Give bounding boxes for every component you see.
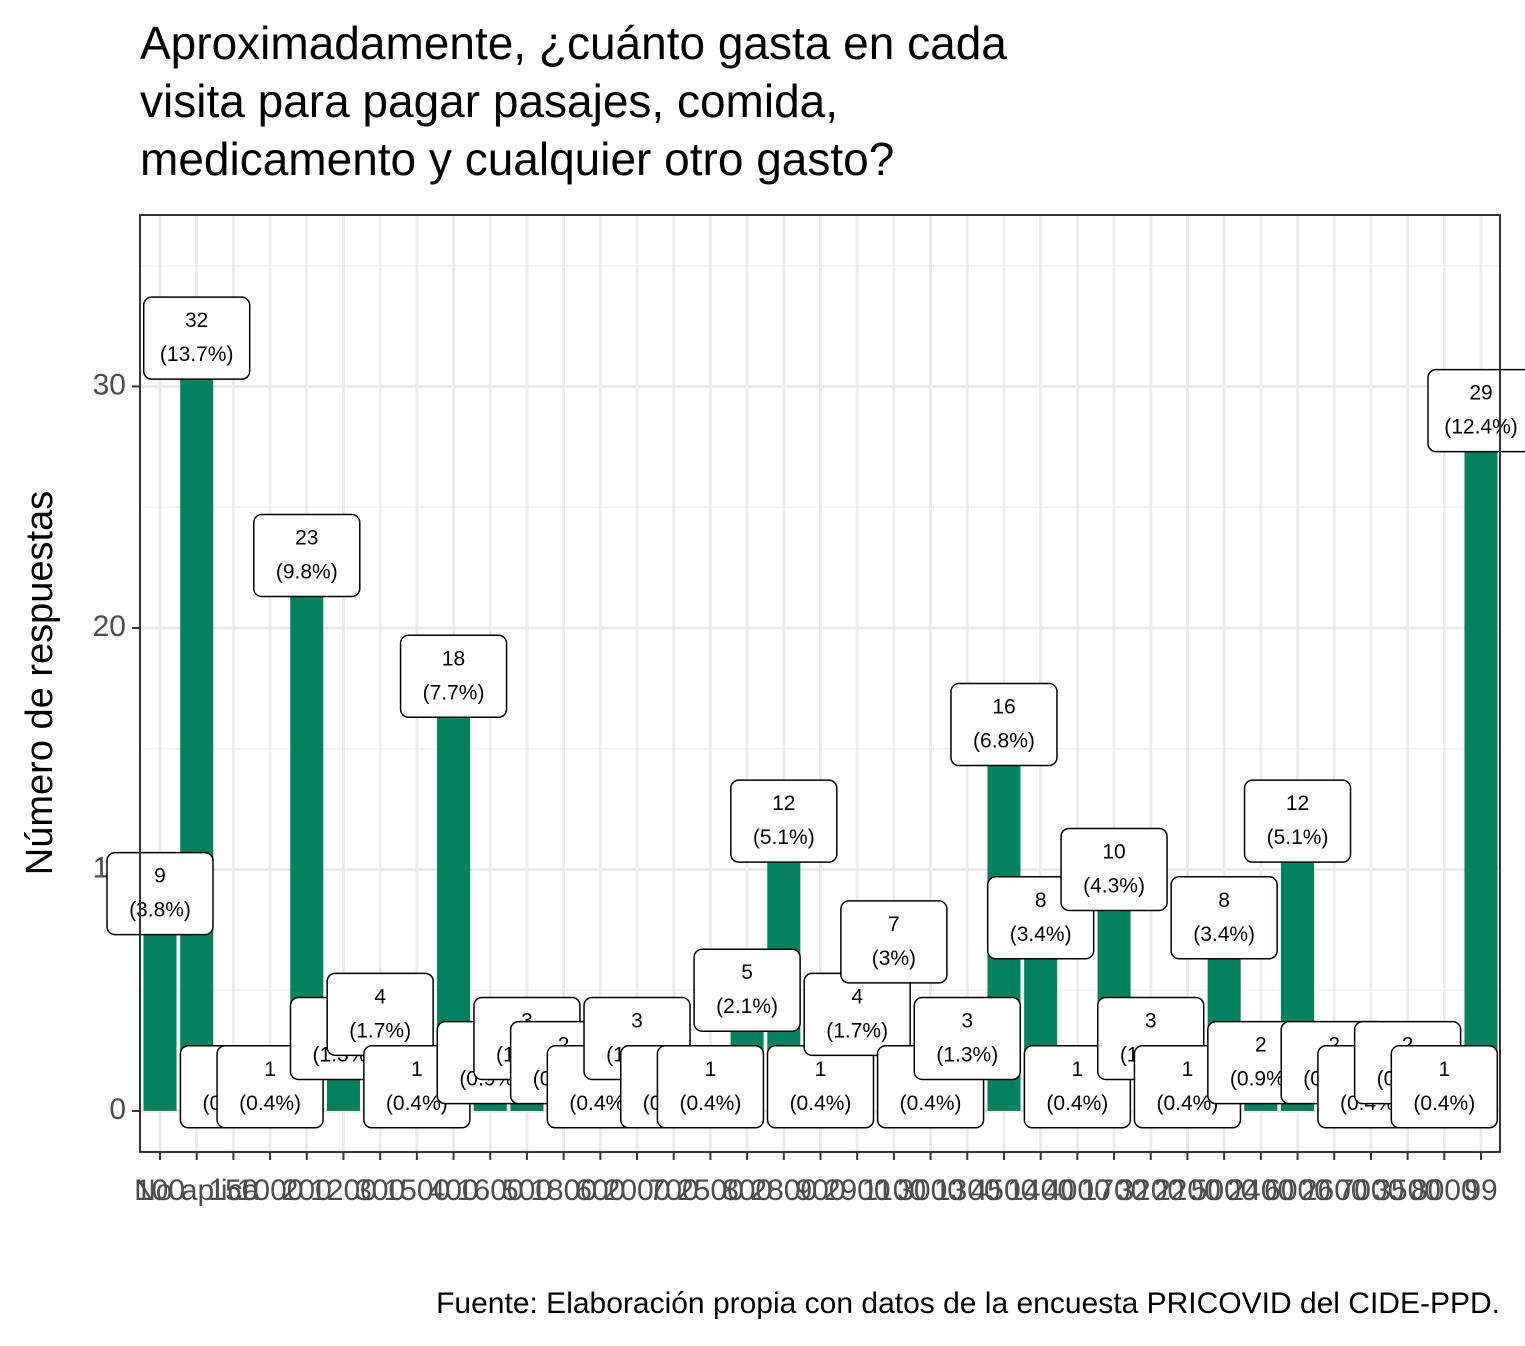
x-tick-label: 200 — [282, 1174, 332, 1207]
x-tick-label: 2600 — [1301, 1174, 1368, 1207]
x-tick-label: 2400 — [1227, 1174, 1294, 1207]
value-label: 23 (9.8%) — [276, 526, 338, 583]
label-box — [656, 1045, 765, 1129]
x-tick-label: 2200 — [1154, 1174, 1221, 1207]
value-label: 1(0.4%) — [1157, 1057, 1219, 1114]
value-label: 1(0.4%) — [239, 1057, 301, 1114]
value-label: 4 (1.7%) — [349, 985, 411, 1042]
x-tick-label: 1800 — [530, 1174, 597, 1207]
value-label: 1(0.4%) — [1046, 1057, 1108, 1114]
x-tick-label: 1300 — [934, 1174, 1001, 1207]
x-tick-label: 1400 — [1007, 1174, 1074, 1207]
x-tick-label: 300 — [355, 1174, 405, 1207]
value-label: 9 (3.8%) — [129, 864, 191, 921]
value-label: 10 (4.3%) — [1083, 840, 1145, 897]
x-tick-label: 2900 — [824, 1174, 891, 1207]
label-box — [913, 996, 1022, 1081]
x-tick-label: 1100 — [862, 1174, 927, 1207]
value-label: 32 (13.7%) — [160, 309, 234, 366]
label-box — [693, 948, 801, 1032]
value-label: 8 (3.4%) — [1193, 888, 1255, 945]
label-box — [1170, 876, 1278, 960]
value-label: 12 (5.1%) — [1267, 792, 1329, 849]
label-box — [730, 779, 838, 863]
value-label: 3(1.3%) — [936, 1009, 998, 1066]
y-tick-label: 20 — [93, 610, 126, 643]
label-box — [142, 296, 251, 380]
label-box — [1243, 779, 1352, 863]
x-tick-label: 700 — [649, 1174, 699, 1207]
x-tick-label: 8000 — [1411, 1174, 1478, 1207]
value-label: 1(0.4%) — [1413, 1057, 1475, 1114]
value-label: 16 (6.8%) — [973, 695, 1035, 752]
y-tick-label: 0 — [109, 1093, 126, 1126]
value-label: 12 (5.1%) — [753, 792, 815, 849]
x-tick-label: 1000 — [237, 1174, 304, 1207]
label-box — [399, 634, 508, 719]
x-tick-label: 1500 — [383, 1174, 450, 1207]
x-tick-label: 500 — [502, 1174, 552, 1207]
value-label: 2(0.9%) — [1230, 1033, 1292, 1090]
x-tick-label: 1700 — [1081, 1174, 1148, 1207]
value-label: 5 (2.1%) — [716, 961, 778, 1018]
value-label: 4 (1.7%) — [826, 985, 888, 1042]
x-tick-label: 2500 — [677, 1174, 744, 1207]
x-tick-label: 1200 — [310, 1174, 377, 1207]
label-box — [106, 851, 214, 936]
x-tick-label: 3000 — [897, 1174, 964, 1207]
caption: Fuente: Elaboración propia con datos de … — [436, 1287, 1500, 1320]
label-box — [1060, 827, 1168, 912]
x-tick-label: 1600 — [457, 1174, 524, 1207]
x-tick-label: 3500 — [1374, 1174, 1441, 1207]
x-tick-label: 7000 — [1338, 1174, 1405, 1207]
value-label: 1(0.4%) — [679, 1057, 741, 1114]
panel-border — [139, 214, 1501, 1153]
label-box — [1390, 1045, 1499, 1129]
value-label: 1(0.4%) — [386, 1057, 448, 1114]
x-tick-label: 6000 — [1264, 1174, 1331, 1207]
x-tick-label: 4000 — [1044, 1174, 1111, 1207]
x-tick-label: 600 — [575, 1174, 625, 1207]
x-tick-label: 150 — [208, 1174, 258, 1207]
x-tick-label: 900 — [795, 1174, 845, 1207]
chart-title: Aproximadamente, ¿cuánto gasta en cada vi… — [140, 17, 1007, 185]
y-axis-title: Número de respuestas — [19, 491, 61, 875]
x-tick-label: 800 — [722, 1174, 772, 1207]
y-tick-label: 30 — [93, 368, 126, 401]
x-tick-label: 5000 — [1191, 1174, 1258, 1207]
bar — [180, 338, 214, 1111]
label-box — [253, 513, 361, 598]
x-tick-label: 2800 — [750, 1174, 817, 1207]
label-box — [950, 682, 1058, 767]
x-tick-label: 4500 — [971, 1174, 1038, 1207]
bar — [1464, 410, 1498, 1111]
value-label: 8 (3.4%) — [1010, 888, 1072, 945]
value-label: 7 (3%) — [872, 912, 916, 969]
x-tick-label: No aplica — [134, 1174, 259, 1207]
x-tick-label: 3200 — [1117, 1174, 1184, 1207]
x-tick-label: 2000 — [604, 1174, 671, 1207]
label-box — [840, 900, 948, 984]
x-tick-label: 99 — [1464, 1174, 1497, 1207]
value-label: 1(0.4%) — [790, 1057, 852, 1114]
value-label: 18 (7.7%) — [423, 647, 485, 704]
x-tick-label: 400 — [429, 1174, 479, 1207]
x-tick-label: 100 — [135, 1174, 185, 1207]
